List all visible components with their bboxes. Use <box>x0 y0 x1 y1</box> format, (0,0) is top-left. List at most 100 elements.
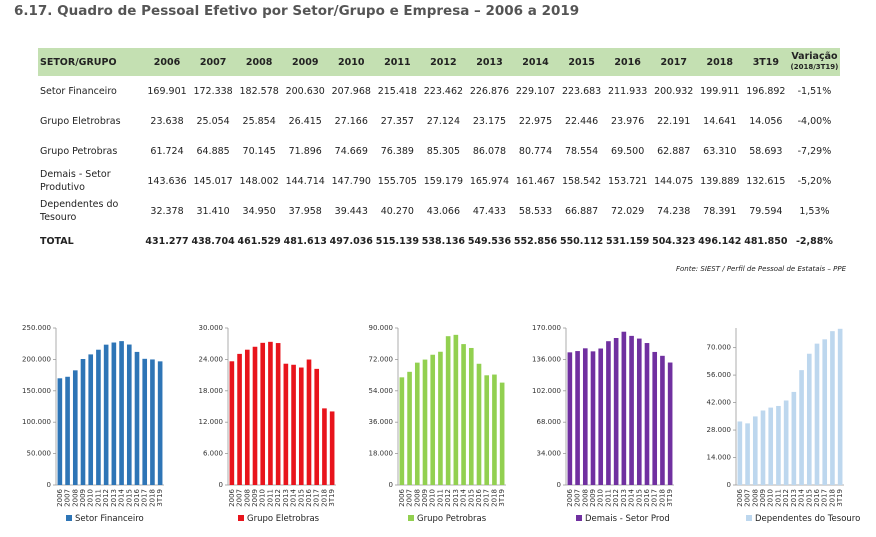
x-tick-label: 2012 <box>102 489 110 507</box>
table-cell: 504.323 <box>652 235 696 247</box>
table-cell: 66.887 <box>564 205 599 217</box>
page-title: 6.17. Quadro de Pessoal Efetivo por Seto… <box>14 3 580 19</box>
x-tick-label: 2007 <box>744 489 752 507</box>
x-tick-label: 2010 <box>259 489 267 507</box>
column-header: 2007 <box>190 48 237 76</box>
bar <box>499 382 505 485</box>
x-tick-label: 2009 <box>759 489 767 507</box>
table-cell: 39.443 <box>334 205 368 217</box>
x-tick-label: 3T19 <box>156 489 164 507</box>
x-tick-label: 2010 <box>87 489 95 507</box>
x-tick-label: 2010 <box>429 489 437 507</box>
y-tick-label: 0 <box>47 481 51 489</box>
bar <box>667 362 673 485</box>
column-header-line: (2018/3T19) <box>790 63 839 71</box>
table-cell: 32.378 <box>150 205 184 217</box>
table-cell: 86.078 <box>472 145 507 157</box>
table-cell: 22.191 <box>657 115 691 127</box>
table-cell: 552.856 <box>513 235 558 247</box>
x-tick-label: 2014 <box>460 488 468 506</box>
legend-swatch <box>408 515 414 521</box>
x-tick-label: 2017 <box>483 489 491 507</box>
bar <box>598 348 604 485</box>
table-cell: -7,29% <box>797 145 832 157</box>
y-tick-label: 6.000 <box>203 450 223 458</box>
bar <box>291 364 296 485</box>
bar <box>306 359 312 485</box>
table-cell: 538.136 <box>421 235 466 247</box>
table-cell: 147.790 <box>331 175 371 187</box>
bar <box>329 411 335 485</box>
table-cell: 72.029 <box>611 205 645 217</box>
bar <box>157 361 163 485</box>
table-cell: 200.932 <box>654 85 694 97</box>
table-body: Setor Financeiro 169.901 172.338 182.578 200… <box>38 76 840 256</box>
legend-swatch <box>576 515 582 521</box>
table-cell: 550.112 <box>559 235 604 247</box>
x-tick-label: 2009 <box>251 489 259 507</box>
bar <box>582 348 588 485</box>
bar <box>484 375 490 485</box>
x-tick-label: 3T19 <box>498 489 506 507</box>
bar <box>606 341 611 485</box>
x-tick-label: 2008 <box>413 489 421 507</box>
table-cell: 223.683 <box>561 85 602 97</box>
column-header: 2009 <box>282 48 329 76</box>
table-cell: 1,53% <box>799 205 830 217</box>
y-tick-label: 0 <box>557 481 561 489</box>
bar <box>298 367 304 485</box>
x-tick-label: 2011 <box>94 489 102 507</box>
y-tick-label: 90.000 <box>369 324 394 332</box>
bar <box>268 341 273 485</box>
bar <box>652 351 658 485</box>
bar <box>636 338 642 485</box>
x-tick-label: 2016 <box>305 488 313 506</box>
bar <box>791 391 797 485</box>
x-tick-label: 2015 <box>297 489 305 507</box>
legend-label: Demais - Setor Prod <box>585 514 670 524</box>
table-cell: 23.175 <box>472 115 507 127</box>
table-cell: 85.305 <box>426 145 461 157</box>
x-tick-label: 2016 <box>133 488 141 506</box>
bar <box>150 359 155 485</box>
table-cell: 148.002 <box>239 175 279 187</box>
bar <box>103 344 109 485</box>
column-header: SETOR/GRUPO <box>38 48 144 76</box>
x-tick-label: 2008 <box>581 489 589 507</box>
y-tick-label: 18.000 <box>199 387 224 395</box>
x-tick-label: 2015 <box>805 489 813 507</box>
x-tick-label: 2008 <box>751 489 759 507</box>
y-tick-label: 136.000 <box>532 355 561 363</box>
x-tick-label: 2009 <box>79 489 87 507</box>
table-cell: Demais - Setor Produtivo <box>40 169 111 193</box>
x-tick-label: 2006 <box>228 488 236 506</box>
bar <box>80 359 86 485</box>
y-tick-label: 170.000 <box>532 324 561 332</box>
table-cell: 27.166 <box>334 115 368 127</box>
table-cell: 199.911 <box>700 85 740 97</box>
bar <box>468 347 474 485</box>
table-cell: 69.500 <box>611 145 645 157</box>
table-cell: -1,51% <box>797 85 832 97</box>
table-cell: 27.124 <box>426 115 461 127</box>
x-tick-label: 2006 <box>56 488 64 506</box>
y-tick-label: 34.000 <box>537 450 562 458</box>
x-tick-label: 2013 <box>620 489 628 507</box>
bar <box>752 416 758 485</box>
x-tick-label: 2011 <box>266 489 274 507</box>
table-cell: 25.054 <box>196 115 230 127</box>
bar <box>660 355 665 485</box>
x-tick-label: 2017 <box>141 489 149 507</box>
source-note: Fonte: SIEST / Perfil de Pessoal de Esta… <box>676 265 846 273</box>
table-cell: 438.704 <box>191 235 235 247</box>
bar <box>621 331 627 485</box>
x-tick-label: 2018 <box>148 489 156 507</box>
x-tick-label: 2008 <box>243 489 251 507</box>
table-cell: 76.389 <box>380 145 414 157</box>
table-cell: 215.418 <box>377 85 417 97</box>
x-tick-label: 3T19 <box>836 489 844 507</box>
table-cell: 145.017 <box>193 175 233 187</box>
column-header-line: Variação <box>791 51 838 62</box>
table-cell: Grupo Eletrobras <box>40 115 121 127</box>
